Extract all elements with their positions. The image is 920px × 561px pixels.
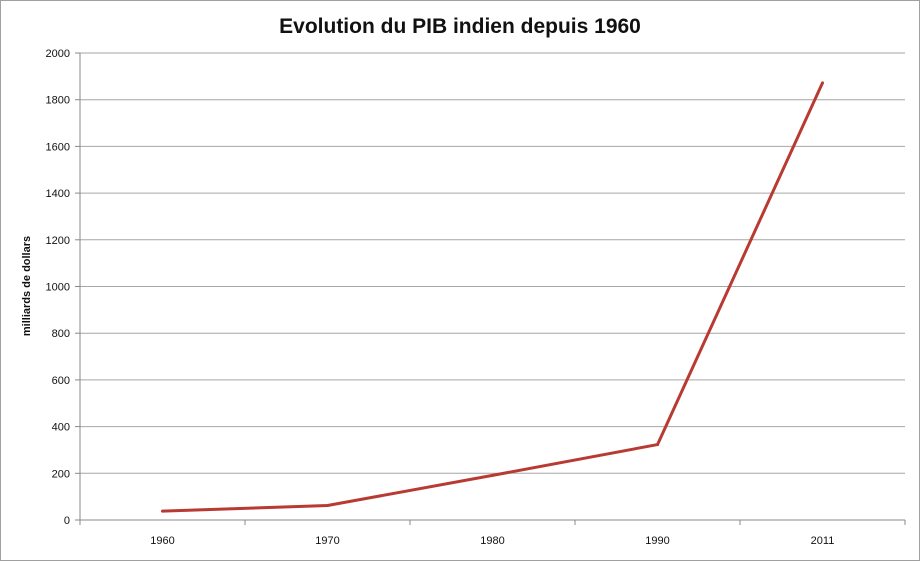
x-tick-label: 1980 xyxy=(480,535,504,547)
data-point xyxy=(656,443,659,447)
y-tick-label: 2000 xyxy=(46,48,70,60)
x-tick-label: 1970 xyxy=(315,535,339,547)
y-tick-label: 0 xyxy=(64,515,70,527)
data-point xyxy=(491,473,494,477)
y-tick-label: 1800 xyxy=(46,95,70,107)
chart-title: Evolution du PIB indien depuis 1960 xyxy=(279,15,641,38)
y-tick-label: 800 xyxy=(52,328,70,340)
y-tick-label: 600 xyxy=(52,375,70,387)
series-line xyxy=(162,82,824,513)
y-tick-label: 400 xyxy=(52,422,70,434)
x-tick-label: 1990 xyxy=(645,535,669,547)
y-tick-label: 1600 xyxy=(46,141,70,153)
y-tick-label: 1200 xyxy=(46,235,70,247)
data-point xyxy=(161,509,164,513)
x-tick-label: 1960 xyxy=(150,535,174,547)
y-tick-label: 1000 xyxy=(46,282,70,294)
y-tick-label: 1400 xyxy=(46,188,70,200)
data-point xyxy=(821,81,824,85)
y-tick-label: 200 xyxy=(52,468,70,480)
y-axis-label: milliards de dollars xyxy=(21,236,33,336)
data-point xyxy=(326,504,329,508)
x-tick-label: 2011 xyxy=(811,535,835,547)
